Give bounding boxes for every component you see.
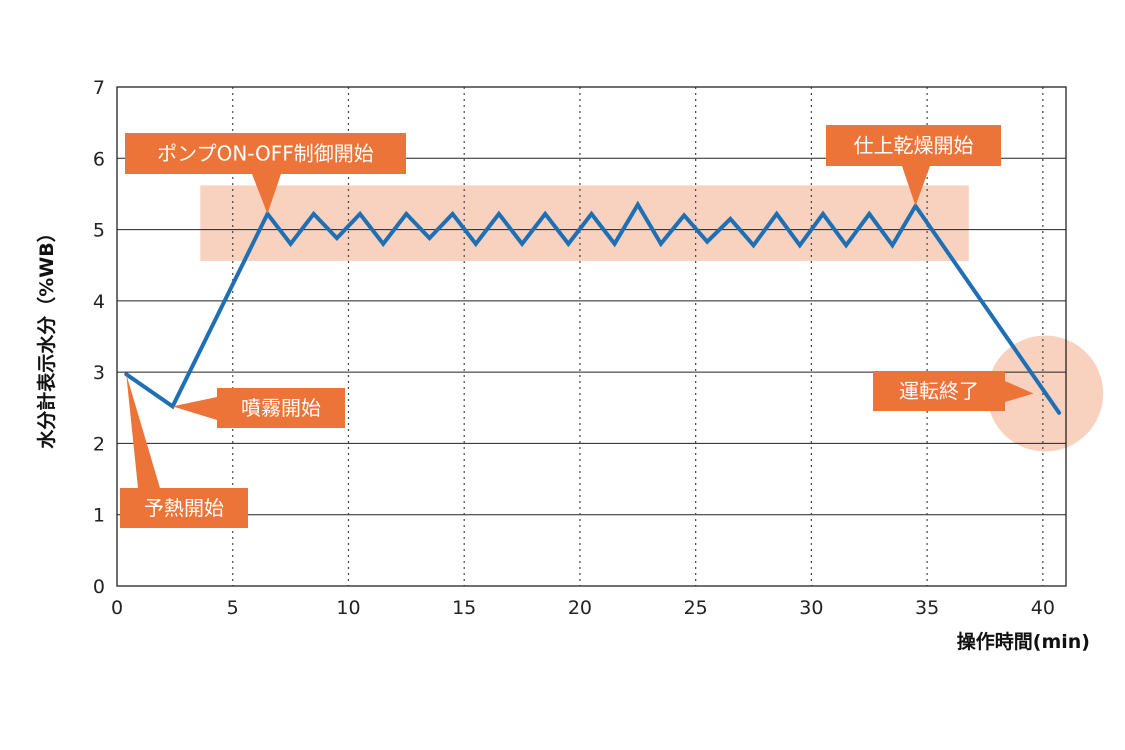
y-tick-label: 0 (93, 576, 105, 598)
callout-box (217, 388, 345, 428)
callout: 仕上乾燥開始 (826, 125, 1001, 207)
callout-box (826, 125, 1001, 166)
callout-box (125, 133, 406, 174)
callout-pointer (126, 374, 160, 488)
callout-label: 仕上乾燥開始 (854, 134, 974, 158)
x-tick-label: 15 (452, 597, 476, 619)
callout-box (873, 371, 1005, 411)
callout-box (120, 488, 248, 528)
callout-pointer (252, 174, 281, 214)
y-axis-title: 水分計表示水分（%WB） (35, 223, 58, 448)
x-tick-label: 40 (1031, 597, 1055, 619)
x-tick-label: 35 (915, 597, 939, 619)
callout-pointer (172, 397, 217, 420)
y-tick-label: 1 (93, 505, 105, 527)
x-tick-label: 25 (684, 597, 708, 619)
x-axis-title: 操作時間(min) (957, 630, 1090, 653)
y-tick-label: 2 (93, 433, 105, 455)
y-tick-label: 7 (93, 77, 105, 99)
y-tick-label: 6 (93, 148, 105, 170)
y-tick-label: 4 (93, 291, 105, 313)
callout: 予熱開始 (120, 374, 248, 528)
series-line (124, 200, 1062, 415)
x-tick-label: 10 (336, 597, 360, 619)
x-tick-label: 0 (111, 597, 123, 619)
callout-pointer (902, 166, 930, 207)
callout: 運転終了 (873, 371, 1034, 411)
callout-label: 予熱開始 (144, 496, 224, 520)
callout-pointer (1005, 381, 1034, 402)
callout: ポンプON-OFF制御開始 (125, 133, 406, 214)
callout-label: 噴霧開始 (241, 396, 321, 420)
y-tick-label: 3 (93, 362, 105, 384)
x-tick-label: 5 (227, 597, 239, 619)
callout-label: ポンプON-OFF制御開始 (157, 142, 374, 166)
y-tick-label: 5 (93, 220, 105, 242)
x-tick-label: 30 (799, 597, 823, 619)
callout-label: 運転終了 (899, 379, 979, 403)
x-tick-label: 20 (568, 597, 592, 619)
callout: 噴霧開始 (172, 388, 345, 428)
plot-frame (116, 86, 1067, 587)
